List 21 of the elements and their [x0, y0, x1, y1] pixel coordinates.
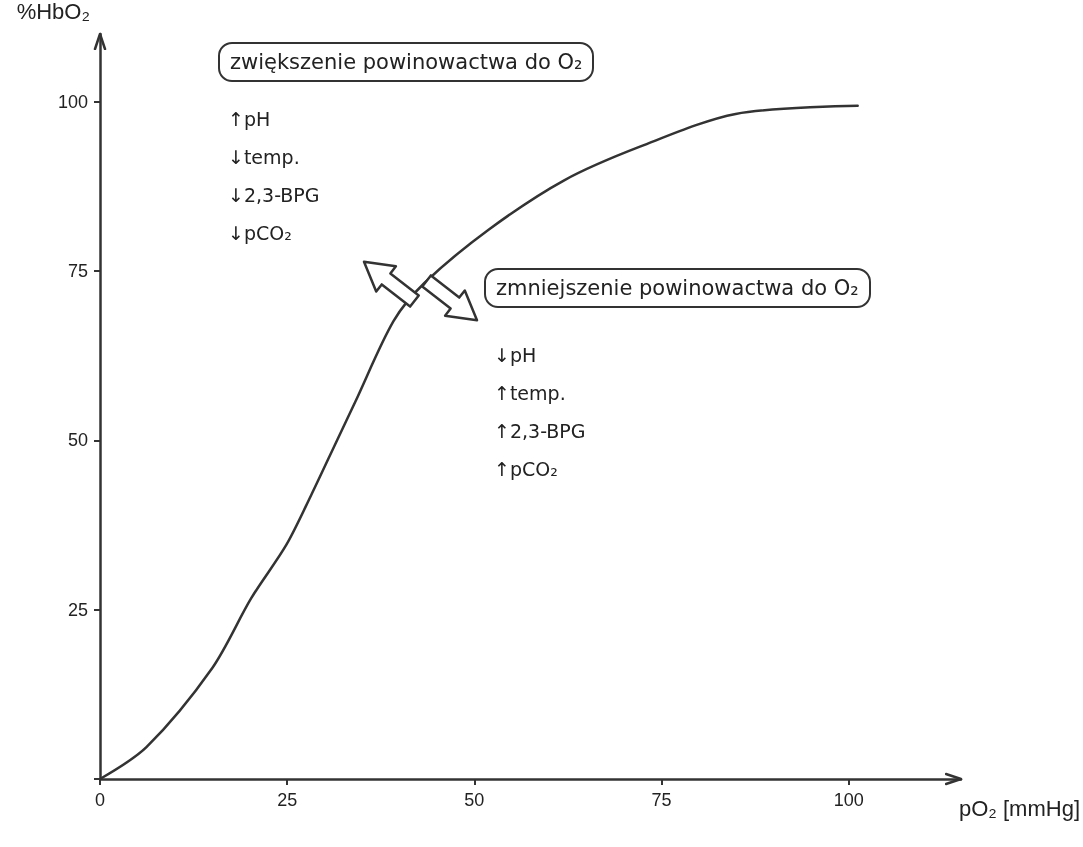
annotation: ↑2,3-BPG — [494, 420, 586, 442]
annotation: ↓temp. — [228, 146, 300, 168]
y-tick-label: 75 — [67, 261, 88, 282]
annotation: zmniejszenie powinowactwa do O₂ — [484, 268, 871, 308]
annotation: ↓pCO₂ — [228, 222, 292, 244]
annotation: ↑pH — [228, 108, 271, 130]
annotation: ↓2,3-BPG — [228, 184, 320, 206]
y-axis-title: %HbO₂ — [16, 0, 90, 24]
y-tick-label: 50 — [67, 430, 88, 451]
x-tick-label: 100 — [833, 790, 864, 810]
annotation: ↑temp. — [494, 382, 566, 404]
x-tick-label: 50 — [464, 790, 485, 810]
annotation: ↓pH — [494, 344, 537, 366]
x-tick-label: 0 — [94, 790, 106, 810]
y-tick-label: 25 — [67, 599, 88, 620]
annotation: zwiększenie powinowactwa do O₂ — [218, 42, 595, 82]
y-tick-label: 100 — [57, 91, 88, 112]
x-axis-title: pO₂ [mmHg] — [959, 795, 1080, 821]
x-tick-label: 25 — [277, 790, 298, 810]
annotation: ↑pCO₂ — [494, 458, 558, 480]
x-tick-label: 75 — [651, 790, 672, 810]
